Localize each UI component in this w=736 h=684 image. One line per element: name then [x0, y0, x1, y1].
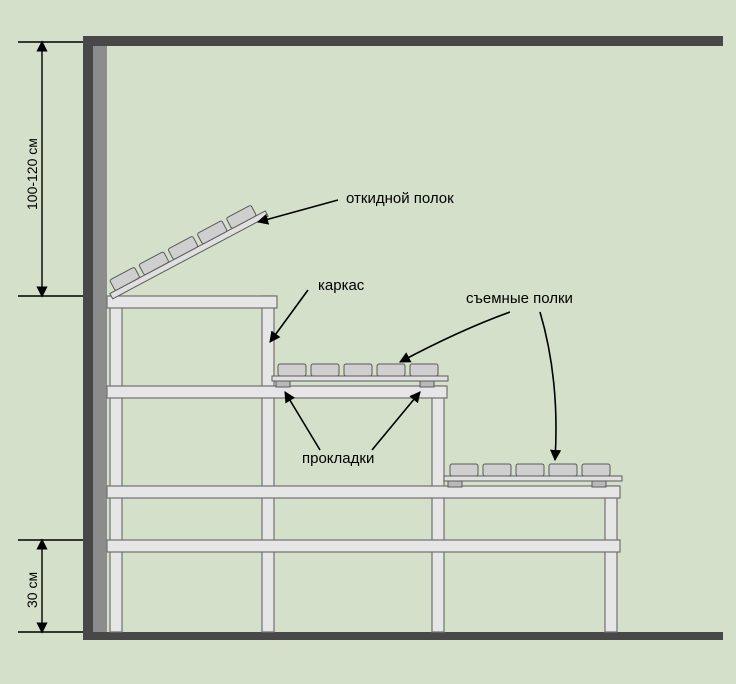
wall-left-inner — [93, 46, 107, 632]
diagram-canvas: откидной полок каркас съемные полки прок… — [0, 0, 736, 684]
label-spacers: прокладки — [302, 450, 374, 467]
dim-top: 100-120 см — [24, 138, 40, 210]
shelf-middle — [272, 364, 448, 381]
floor — [83, 632, 723, 640]
dim-bottom: 30 см — [24, 572, 40, 608]
label-removable-shelves: съемные полки — [466, 290, 573, 307]
label-frame: каркас — [318, 277, 364, 294]
shelf-bottom — [444, 464, 622, 481]
label-hinged-shelf: откидной полок — [346, 190, 454, 207]
callout-arrows — [258, 200, 556, 460]
wall-left — [83, 36, 93, 636]
diagram-svg — [0, 0, 736, 684]
ceiling — [83, 36, 723, 46]
shelf-hinged — [104, 200, 268, 299]
dimension-lines — [18, 42, 83, 632]
